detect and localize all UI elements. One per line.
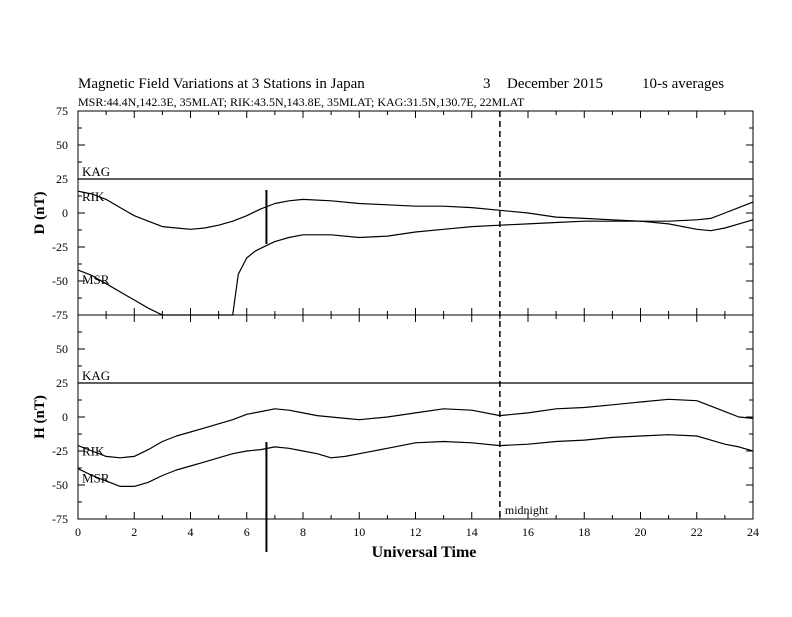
xtick-label: 14: [466, 525, 478, 539]
xtick-label: 2: [131, 525, 137, 539]
xtick-label: 0: [75, 525, 81, 539]
h-series-msr: [77, 434, 754, 487]
xtick-label: 24: [747, 525, 759, 539]
d-ytick-label: -50: [52, 274, 68, 288]
h-series-label-msr: MSR: [82, 471, 110, 486]
d-ytick-label: 75: [56, 104, 68, 118]
d-series-rik: [77, 190, 754, 230]
tick-labels: 75 50 25 0 -25 -50 -75 KAG RIK MSR 50 25 0 -25 -50 -75 0…: [52, 104, 759, 539]
h-ytick-label: -50: [52, 478, 68, 492]
xtick-label: 18: [578, 525, 590, 539]
averaging-label: 10-s averages: [642, 76, 724, 92]
d-ytick-label: -75: [52, 308, 68, 322]
xtick-label: 16: [522, 525, 534, 539]
h-ytick-label: 50: [56, 342, 68, 356]
series-layer: [77, 178, 754, 487]
d-panel-frame: [77, 110, 754, 316]
h-ytick-label: -25: [52, 444, 68, 458]
h-series-rik: [77, 398, 754, 459]
d-ytick-label: -25: [52, 240, 68, 254]
xtick-label: 4: [188, 525, 194, 539]
d-axis-label: D (nT): [32, 192, 48, 235]
x-axis-title: Universal Time: [372, 544, 477, 561]
figure-title: Magnetic Field Variations at 3 Stations …: [78, 76, 365, 92]
midnight-label: midnight: [505, 503, 549, 517]
d-series-msr: [77, 219, 754, 316]
xtick-label: 6: [244, 525, 250, 539]
xtick-label: 12: [410, 525, 422, 539]
xtick-label: 8: [300, 525, 306, 539]
h-ytick-label: 25: [56, 376, 68, 390]
d-ytick-label: 50: [56, 138, 68, 152]
xtick-label: 20: [635, 525, 647, 539]
h-ytick-label: 0: [62, 410, 68, 424]
xtick-label: 10: [353, 525, 365, 539]
date-year: 2015: [573, 76, 603, 92]
h-ytick-label: -75: [52, 512, 68, 526]
date-day: 3: [483, 76, 491, 92]
h-axis-label: H (nT): [32, 395, 48, 439]
date-month: December: [507, 76, 569, 92]
d-ytick-label: 25: [56, 172, 68, 186]
d-series-label-msr: MSR: [82, 272, 110, 287]
d-series-label-rik: RIK: [82, 189, 105, 204]
stations-line: MSR:44.4N,142.3E, 35MLAT; RIK:43.5N,143.…: [78, 95, 525, 109]
h-panel-frame: [77, 314, 754, 520]
axis-ticks: [77, 110, 754, 520]
h-series-label-rik: RIK: [82, 444, 105, 459]
d-ytick-label: 0: [62, 206, 68, 220]
xtick-label: 22: [691, 525, 703, 539]
d-series-label-kag: KAG: [82, 164, 110, 179]
h-series-label-kag: KAG: [82, 368, 110, 383]
